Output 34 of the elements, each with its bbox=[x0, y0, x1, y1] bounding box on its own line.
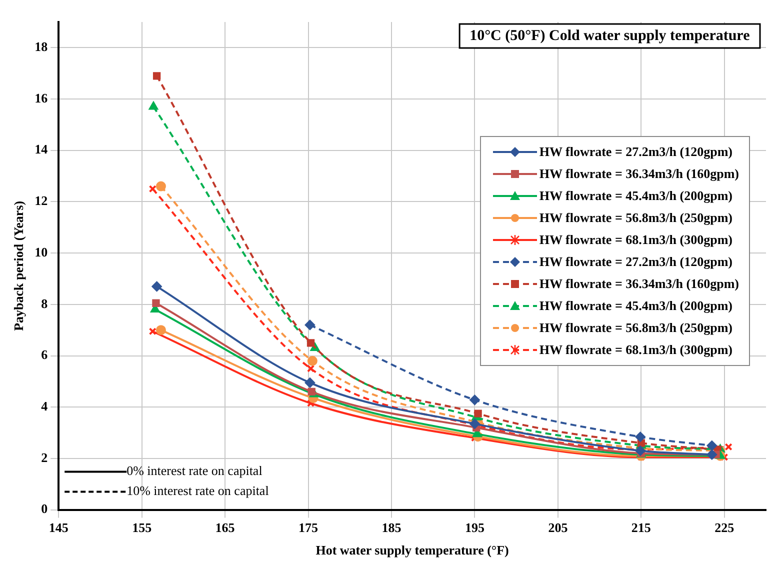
y-tick-label: 8 bbox=[41, 296, 48, 311]
legend-label: HW flowrate = 56.8m3/h (250gpm) bbox=[539, 210, 732, 226]
legend-label: HW flowrate = 45.4m3/h (200gpm) bbox=[539, 298, 732, 314]
y-tick-label: 6 bbox=[41, 347, 48, 362]
legend-label: HW flowrate = 56.8m3/h (250gpm) bbox=[539, 320, 732, 336]
y-tick-label: 4 bbox=[41, 398, 48, 414]
y-tick-label: 16 bbox=[34, 90, 48, 106]
legend-label: HW flowrate = 27.2m3/h (120gpm) bbox=[539, 144, 732, 160]
y-tick-label: 12 bbox=[34, 193, 48, 208]
y-tick-label: 18 bbox=[34, 39, 48, 54]
x-axis-title: Hot water supply temperature (°F) bbox=[316, 542, 509, 558]
x-tick-label: 225 bbox=[714, 520, 735, 535]
legend-label: HW flowrate = 45.4m3/h (200gpm) bbox=[539, 188, 732, 204]
legend-label: HW flowrate = 36.34m3/h (160gpm) bbox=[539, 166, 739, 182]
y-tick-label: 0 bbox=[41, 501, 48, 516]
x-tick-label: 195 bbox=[464, 520, 485, 535]
x-tick-label: 215 bbox=[631, 520, 652, 535]
legend-label: HW flowrate = 68.1m3/h (300gpm) bbox=[539, 342, 732, 358]
y-tick-label: 10 bbox=[34, 244, 48, 260]
x-tick-label: 145 bbox=[48, 520, 69, 535]
y-tick-label: 14 bbox=[34, 142, 48, 157]
legend-label: HW flowrate = 36.34m3/h (160gpm) bbox=[539, 276, 739, 292]
y-tick-label: 2 bbox=[41, 450, 48, 465]
x-tick-label: 175 bbox=[298, 520, 319, 535]
legend-label: HW flowrate = 68.1m3/h (300gpm) bbox=[539, 232, 732, 248]
x-tick-label: 165 bbox=[215, 520, 236, 535]
x-tick-label: 205 bbox=[548, 520, 568, 535]
x-tick-label: 185 bbox=[382, 520, 402, 535]
y-axis-title: Payback period (Years) bbox=[11, 200, 26, 331]
chart-title: 10°C (50°F) Cold water supply temperature bbox=[470, 28, 750, 44]
annotation: 10% interest rate on capital bbox=[126, 483, 270, 498]
annotation: 0% interest rate on capital bbox=[126, 463, 263, 478]
x-tick-label: 155 bbox=[132, 520, 152, 535]
legend-label: HW flowrate = 27.2m3/h (120gpm) bbox=[539, 254, 732, 270]
